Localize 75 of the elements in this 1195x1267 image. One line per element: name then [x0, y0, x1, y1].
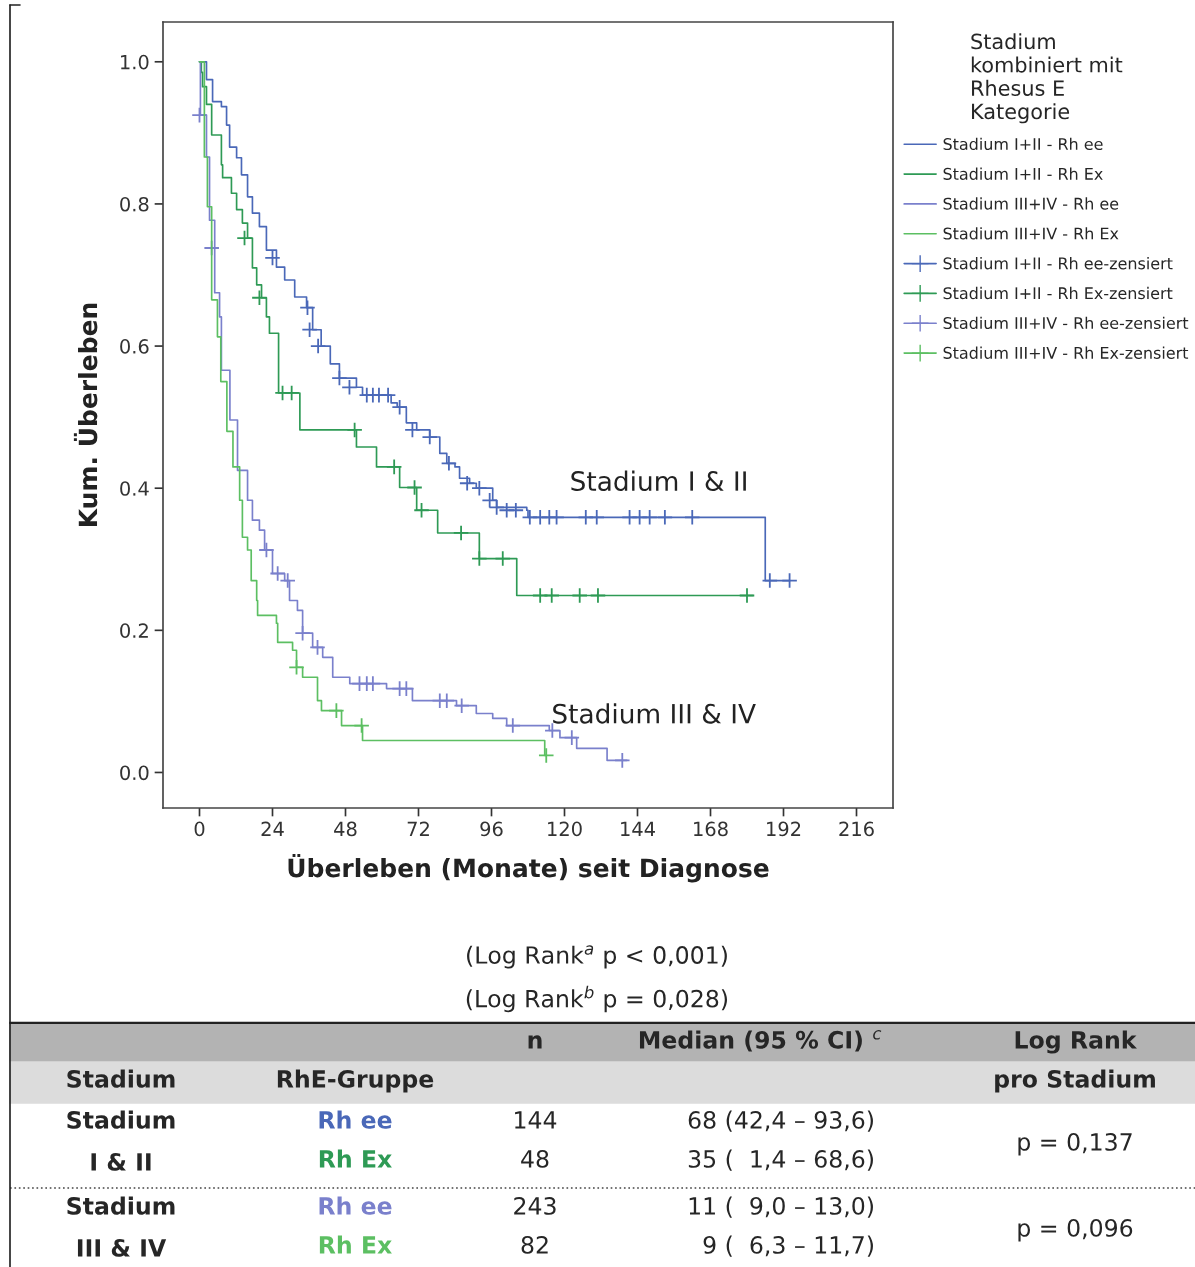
point	[656, 509, 674, 526]
point	[203, 239, 220, 257]
x-tick-label: 216	[839, 821, 874, 837]
text: (Log Rank$^{a}$ p < 0,001)	[467, 945, 727, 969]
text: p = 0,137	[1018, 1132, 1132, 1156]
x-tick-label: 168	[694, 821, 728, 837]
point	[684, 509, 701, 526]
text: 243	[514, 1196, 556, 1215]
legend-label: Stadium III+IV - Rh ee	[943, 197, 1119, 210]
point	[341, 379, 358, 396]
text: Rh ee	[319, 1110, 392, 1129]
y-tick-label: 0.6	[120, 339, 149, 354]
text: 9 ( 6,3 – 11,7)	[703, 1235, 873, 1257]
y-tick-label: 1.0	[121, 54, 149, 70]
legend-label: Stadium I+II - Rh ee	[943, 137, 1103, 151]
x-axis-title: Überleben (Monate) seit Diagnose	[288, 853, 769, 883]
point	[279, 572, 296, 589]
text: Stadium	[67, 1069, 175, 1088]
point	[258, 541, 275, 559]
x-tick-label: 144	[621, 821, 655, 836]
y-tick-label: 0.4	[120, 481, 149, 496]
y-tick-label: 0.0	[120, 765, 149, 781]
y-tick-label: 0.2	[120, 623, 148, 638]
point	[641, 509, 658, 526]
point	[548, 509, 565, 526]
text: 35 ( 1,4 – 68,6)	[688, 1149, 873, 1171]
legend-label: Stadium III+IV - Rh Ex-zensiert	[943, 346, 1189, 359]
point	[309, 639, 326, 656]
legend-label: Stadium III+IV - Rh ee-zensiert	[943, 316, 1189, 330]
text: Rh ee	[319, 1196, 392, 1215]
x-tick-label: 120	[548, 821, 582, 837]
text: 48	[521, 1149, 549, 1168]
x-tick-label: 0	[194, 821, 205, 837]
text: Log Rank	[1015, 1030, 1137, 1054]
text: RhE-Gruppe	[277, 1069, 434, 1093]
point	[507, 502, 525, 519]
x-tick-label: 24	[261, 821, 284, 836]
text: 11 ( 9,0 – 13,0)	[689, 1196, 873, 1218]
legend-label: Stadium I+II - Rh Ex	[943, 167, 1103, 180]
x-tick-label: 96	[480, 821, 503, 837]
point	[538, 747, 555, 764]
legend-label: Stadium I+II - Rh ee-zensiert	[943, 257, 1173, 270]
text: 144	[515, 1111, 557, 1129]
point	[264, 249, 281, 267]
y-axis-title: Kum. Überleben	[73, 303, 98, 527]
text: Rh Ex	[319, 1235, 392, 1254]
text: n	[528, 1035, 542, 1049]
text: Stadium	[67, 1110, 175, 1129]
text: p = 0,096	[1018, 1218, 1133, 1242]
point	[398, 680, 415, 697]
x-tick-label: 72	[407, 821, 429, 836]
legend-label: Stadium III+IV - Rh Ex	[943, 227, 1119, 240]
text: I & II	[91, 1152, 151, 1171]
legend-label: Stadium I+II - Rh Ex-zensiert	[943, 286, 1173, 300]
x-tick-label: 48	[334, 821, 357, 837]
text: 82	[521, 1235, 548, 1254]
text: Rh Ex	[319, 1149, 392, 1168]
text: (Log Rank$^{b}$ p = 0,028)	[466, 985, 728, 1013]
annotation: Stadium III & IV	[553, 703, 756, 724]
point	[328, 702, 345, 719]
annotation: Stadium I & II	[571, 470, 746, 492]
point	[588, 509, 605, 526]
legend-title: Stadium kombiniert mit Rhesus E Kategorie	[971, 33, 1123, 124]
text: 68 (42,4 – 93,6)	[688, 1110, 873, 1132]
point	[299, 299, 316, 316]
point	[563, 729, 580, 746]
point	[440, 455, 458, 472]
text: Median (95 % CI) $^{c}$	[639, 1030, 882, 1052]
text: Stadium	[67, 1196, 175, 1215]
text: pro Stadium	[995, 1069, 1155, 1093]
text: III & IV	[77, 1238, 167, 1257]
y-tick-label: 0.8	[120, 196, 149, 212]
x-tick-label: 192	[767, 821, 801, 837]
point	[453, 697, 470, 714]
point	[614, 752, 631, 769]
